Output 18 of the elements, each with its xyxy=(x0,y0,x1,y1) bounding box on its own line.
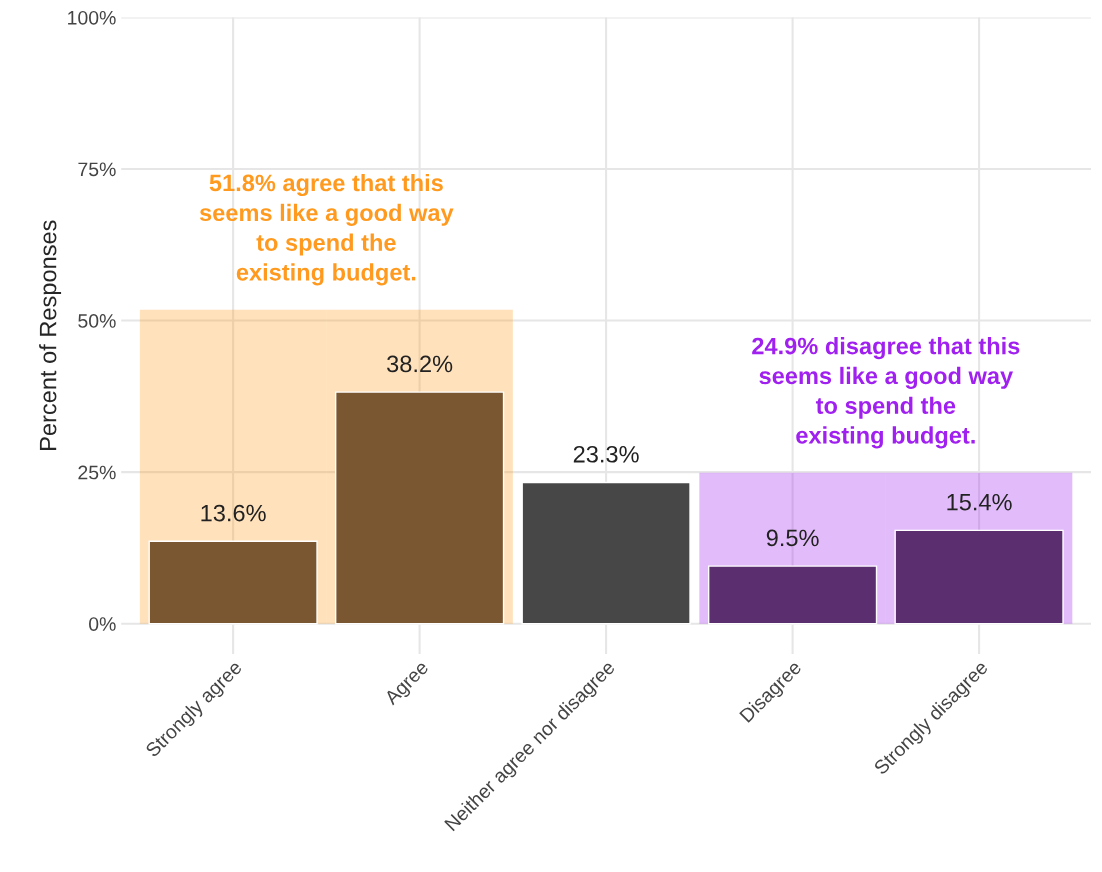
bar xyxy=(707,565,878,625)
annotation: 51.8% agree that this seems like a good way to spend the existing budget. xyxy=(199,173,454,286)
bar xyxy=(894,529,1064,625)
bar xyxy=(148,540,318,625)
y-tick-label: 75% xyxy=(78,162,116,177)
data-label: 38.2% xyxy=(387,355,453,373)
annotation: 24.9% disagree that this seems like a good way to spend the existing budget. xyxy=(752,337,1020,449)
bar xyxy=(334,391,505,625)
data-label: 23.3% xyxy=(573,445,639,463)
bar xyxy=(521,481,691,625)
data-label: 15.4% xyxy=(947,493,1012,511)
y-tick-label: 50% xyxy=(78,314,116,328)
data-label: 9.5% xyxy=(766,529,819,547)
y-tick-label: 0% xyxy=(89,617,116,631)
y-tick-label: 100% xyxy=(68,10,116,25)
y-axis-title: Percent of Responses xyxy=(39,220,62,450)
y-tick-label: 25% xyxy=(78,465,116,480)
data-label: 13.6% xyxy=(201,504,266,522)
